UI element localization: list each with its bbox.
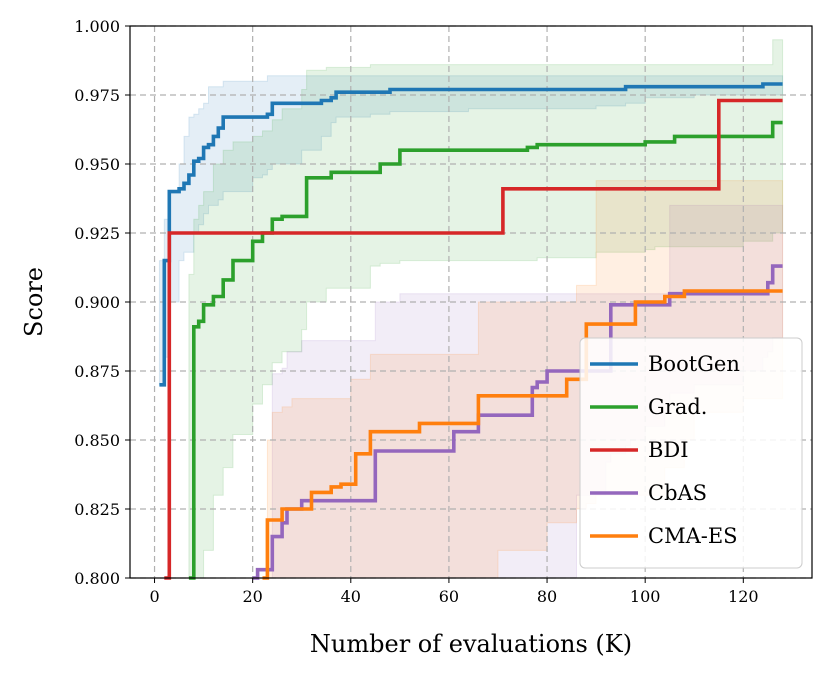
y-tick-label: 0.800 — [74, 569, 120, 588]
band-grad- — [188, 39, 784, 579]
x-tick-label: 80 — [537, 587, 557, 606]
x-axis: 0 20 40 60 80 100 120 — [149, 578, 759, 606]
y-tick-label: 0.975 — [74, 86, 120, 105]
x-tick-label: 0 — [149, 587, 159, 606]
series-lines — [159, 82, 783, 580]
x-tick-label: 100 — [630, 587, 661, 606]
y-tick-label: 0.825 — [74, 500, 120, 519]
legend-label-grad-: Grad. — [648, 395, 707, 419]
y-axis-title: Score — [20, 267, 48, 337]
band-bootgen — [158, 75, 784, 386]
legend-label-bootgen: BootGen — [648, 352, 740, 376]
legend: BootGen Grad. BDI CbAS CMA-ES — [579, 337, 803, 569]
y-tick-label: 1.000 — [74, 17, 120, 36]
series-line-bootgen — [159, 82, 783, 387]
legend-label-bdi: BDI — [648, 438, 689, 462]
y-tick-label: 0.875 — [74, 362, 120, 381]
legend-label-cma-es: CMA-ES — [648, 524, 738, 548]
series-line-cbas — [252, 264, 783, 580]
series-line-cma-es — [262, 289, 783, 580]
y-tick-label: 0.900 — [74, 293, 120, 312]
y-tick-label: 0.850 — [74, 431, 120, 450]
series-line-bdi — [164, 98, 783, 580]
y-axis: 0.800 0.825 0.850 0.875 0.900 0.925 0.950 0.975… — [74, 17, 130, 588]
series-line-grad- — [188, 120, 783, 580]
x-tick-label: 40 — [341, 587, 361, 606]
x-tick-label: 60 — [439, 587, 459, 606]
legend-box — [579, 337, 803, 569]
x-tick-label: 20 — [242, 587, 262, 606]
x-axis-title: Number of evaluations (K) — [310, 630, 632, 658]
y-tick-label: 0.950 — [74, 155, 120, 174]
y-tick-label: 0.925 — [74, 224, 120, 243]
legend-label-cbas: CbAS — [648, 481, 707, 505]
x-tick-label: 120 — [728, 587, 759, 606]
